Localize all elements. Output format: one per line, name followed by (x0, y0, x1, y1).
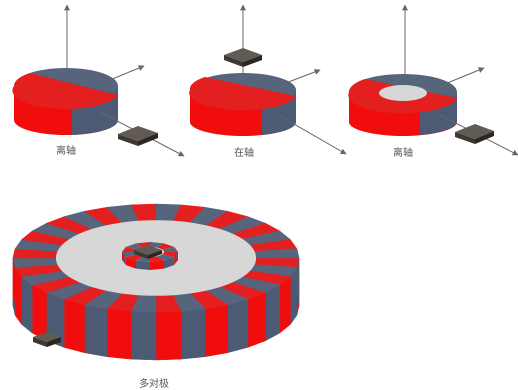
hub-side-segment (164, 257, 175, 269)
ring-side-segment (31, 284, 47, 342)
magnet-top-red (189, 77, 296, 111)
multipole-magnet (12, 203, 300, 361)
hub-top-segment (150, 256, 164, 262)
ring-side-segment (155, 310, 182, 361)
hub-top-segment (157, 254, 175, 261)
ring-side-segment (21, 275, 33, 334)
hub-side-segment (136, 260, 150, 270)
ring-side-segment (247, 292, 266, 348)
x-axis-arrow (279, 115, 347, 155)
hub-top-segment (162, 247, 178, 252)
hub-top-segment (122, 247, 138, 252)
center-hole (379, 85, 427, 101)
hub-sensor-side (134, 250, 148, 259)
sensor-chip (118, 126, 158, 146)
side-sensor-side (47, 337, 61, 347)
hub-top-segment (122, 252, 138, 257)
ring-side-segment (290, 266, 298, 326)
hub-top-segment (157, 243, 175, 250)
ring-side-segment (180, 308, 206, 360)
ring-side-segment (130, 310, 157, 361)
side-sensor-side (33, 337, 47, 347)
y-axis-arrow (277, 69, 321, 87)
caption-off-axis-2: 离轴 (393, 148, 413, 159)
hub-top-segment (162, 252, 178, 257)
sensor-chip (224, 48, 262, 67)
ring-side-segment (63, 299, 85, 354)
ring-side-segment (204, 304, 228, 358)
hub-side-segment (150, 260, 164, 270)
ring-top-segment (254, 248, 300, 259)
ring-side-segment (265, 284, 281, 342)
ring-side-segment (14, 266, 22, 326)
off-axis-magnet-2 (348, 4, 518, 156)
ring-side-segment (227, 299, 249, 354)
caption-on-axis: 在轴 (234, 148, 254, 159)
ring-side-segment (84, 304, 108, 358)
hub-sensor-side (148, 250, 162, 259)
ring-side-segment (279, 275, 291, 334)
y-axis-arrow (439, 67, 485, 87)
hub-top-segment (125, 243, 143, 250)
magnet-top-red (12, 73, 119, 110)
caption-off-axis-1: 离轴 (56, 146, 76, 157)
hub-top-segment (125, 254, 143, 261)
caption-multipole: 多对极 (139, 379, 169, 390)
ring-side-segment (106, 308, 132, 360)
off-axis-magnet-1 (12, 4, 185, 157)
sensor-chip (455, 124, 494, 144)
hub-top-segment (150, 242, 164, 248)
hub-side-segment (125, 257, 136, 269)
y-axis-arrow (99, 65, 145, 85)
on-axis-magnet (189, 4, 347, 155)
